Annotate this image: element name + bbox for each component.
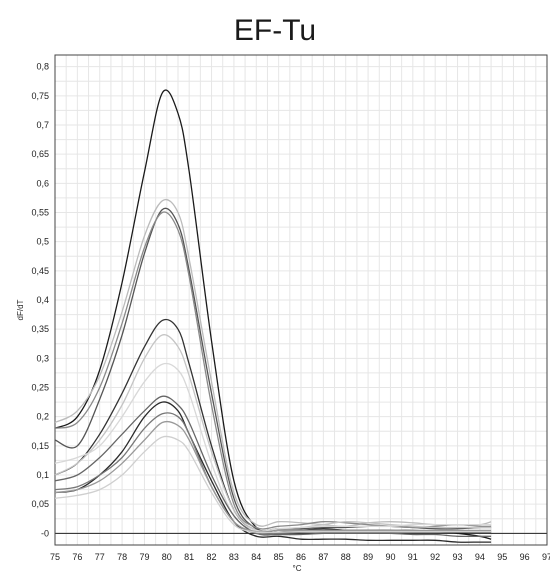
y-tick-label: 0,8 — [36, 62, 49, 72]
x-tick-label: 87 — [318, 552, 328, 562]
y-tick-label: 0,1 — [36, 470, 49, 480]
y-tick-label: 0,65 — [31, 149, 49, 159]
x-tick-label: 84 — [251, 552, 261, 562]
x-axis-label: °C — [293, 564, 302, 573]
x-tick-label: 80 — [162, 552, 172, 562]
y-tick-label: 0,2 — [36, 412, 49, 422]
series-line-5 — [54, 318, 492, 533]
series-line-12 — [54, 435, 492, 534]
series-line-4 — [54, 211, 492, 530]
chart-title: EF-Tu — [233, 14, 317, 47]
x-tick-label: 86 — [296, 552, 306, 562]
x-tick-label: 75 — [50, 552, 60, 562]
series-line-8 — [54, 395, 492, 538]
series-line-7 — [54, 362, 492, 532]
y-tick-label: 0,75 — [31, 91, 49, 101]
y-tick-label: 0,15 — [31, 441, 49, 451]
x-tick-label: 78 — [117, 552, 127, 562]
x-tick-label: 95 — [497, 552, 507, 562]
x-tick-label: 96 — [520, 552, 530, 562]
series-line-2 — [54, 198, 492, 527]
x-tick-label: 92 — [430, 552, 440, 562]
x-tick-labels: 75 76 77 78 79 80 81 82 83 84 85 86 87 88 89 90 91 92 93 94… — [50, 552, 550, 562]
y-axis-label: dF/dT — [16, 299, 25, 320]
series-line-6 — [54, 334, 492, 533]
series-layer — [54, 89, 492, 543]
y-tick-label: 0,35 — [31, 324, 49, 334]
x-tick-label: 79 — [139, 552, 149, 562]
y-tick-label: 0,05 — [31, 499, 49, 509]
x-tick-label: 93 — [453, 552, 463, 562]
grid-lines — [54, 55, 548, 545]
x-tick-label: 94 — [475, 552, 485, 562]
y-tick-label: 0,55 — [31, 208, 49, 218]
y-tick-label: -0 — [41, 528, 49, 538]
y-tick-labels: -0 0,05 0,1 0,15 0,2 0,25 0,3 0,35 0,4 0,45 0,5 0,5… — [31, 62, 49, 539]
y-tick-label: 0,4 — [36, 295, 49, 305]
x-tick-label: 90 — [385, 552, 395, 562]
x-tick-label: 85 — [274, 552, 284, 562]
y-tick-label: 0,45 — [31, 266, 49, 276]
series-line-9 — [54, 401, 492, 543]
x-tick-label: 88 — [341, 552, 351, 562]
y-tick-label: 0,5 — [36, 237, 49, 247]
x-tick-label: 81 — [184, 552, 194, 562]
x-tick-label: 82 — [207, 552, 217, 562]
x-tick-label: 91 — [408, 552, 418, 562]
y-tick-label: 0,25 — [31, 383, 49, 393]
y-tick-label: 0,6 — [36, 178, 49, 188]
x-tick-label: 77 — [95, 552, 105, 562]
series-line-11 — [54, 420, 492, 533]
x-tick-label: 83 — [229, 552, 239, 562]
x-tick-label: 97 — [542, 552, 550, 562]
y-tick-label: 0,3 — [36, 353, 49, 363]
x-tick-label: 76 — [72, 552, 82, 562]
plot-frame — [54, 54, 548, 546]
y-tick-label: 0,7 — [36, 120, 49, 130]
x-tick-label: 89 — [363, 552, 373, 562]
